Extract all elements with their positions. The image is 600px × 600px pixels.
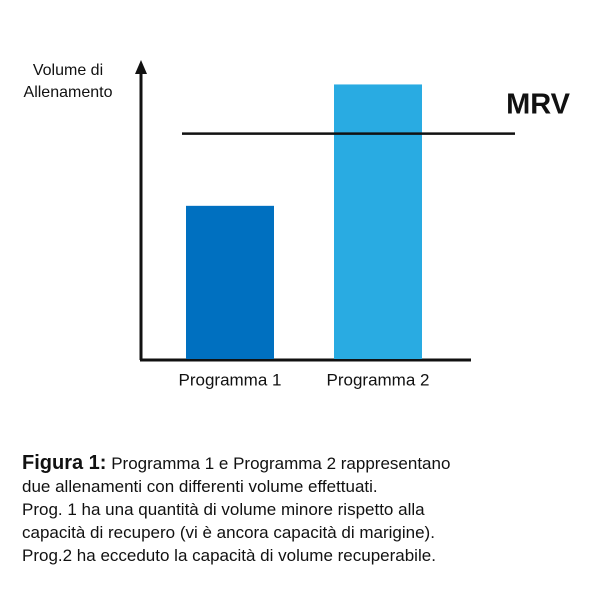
x-tick-label: Programma 1 [179,370,282,389]
chart: Programma 1 Programma 2 MRV [135,60,571,389]
caption-text: due allenamenti con differenti volume ef… [22,477,378,496]
bar [186,205,274,359]
x-tick-label: Programma 2 [327,370,430,389]
y-axis-label: Volume di Allenamento [23,62,113,101]
caption-line: Prog.2 ha ecceduto la capacità di volume… [22,544,582,567]
caption-label: Figura 1: [22,452,107,474]
bar [334,84,422,359]
caption-line: Figura 1: Programma 1 e Programma 2 rapp… [22,452,582,475]
caption-line: Prog. 1 ha una quantità di volume minore… [22,498,582,521]
caption-text: Prog. 1 ha una quantità di volume minore… [22,500,425,519]
caption-line: due allenamenti con differenti volume ef… [22,475,582,498]
y-axis-arrow [135,60,147,74]
caption-text: Programma 1 e Programma 2 rappresentano [111,454,451,473]
reference-label: MRV [506,89,571,121]
caption: Figura 1: Programma 1 e Programma 2 rapp… [22,452,582,567]
caption-text: Prog.2 ha ecceduto la capacità di volume… [22,546,436,565]
caption-line: capacità di recupero (vi è ancora capaci… [22,521,582,544]
caption-text: capacità di recupero (vi è ancora capaci… [22,523,435,542]
